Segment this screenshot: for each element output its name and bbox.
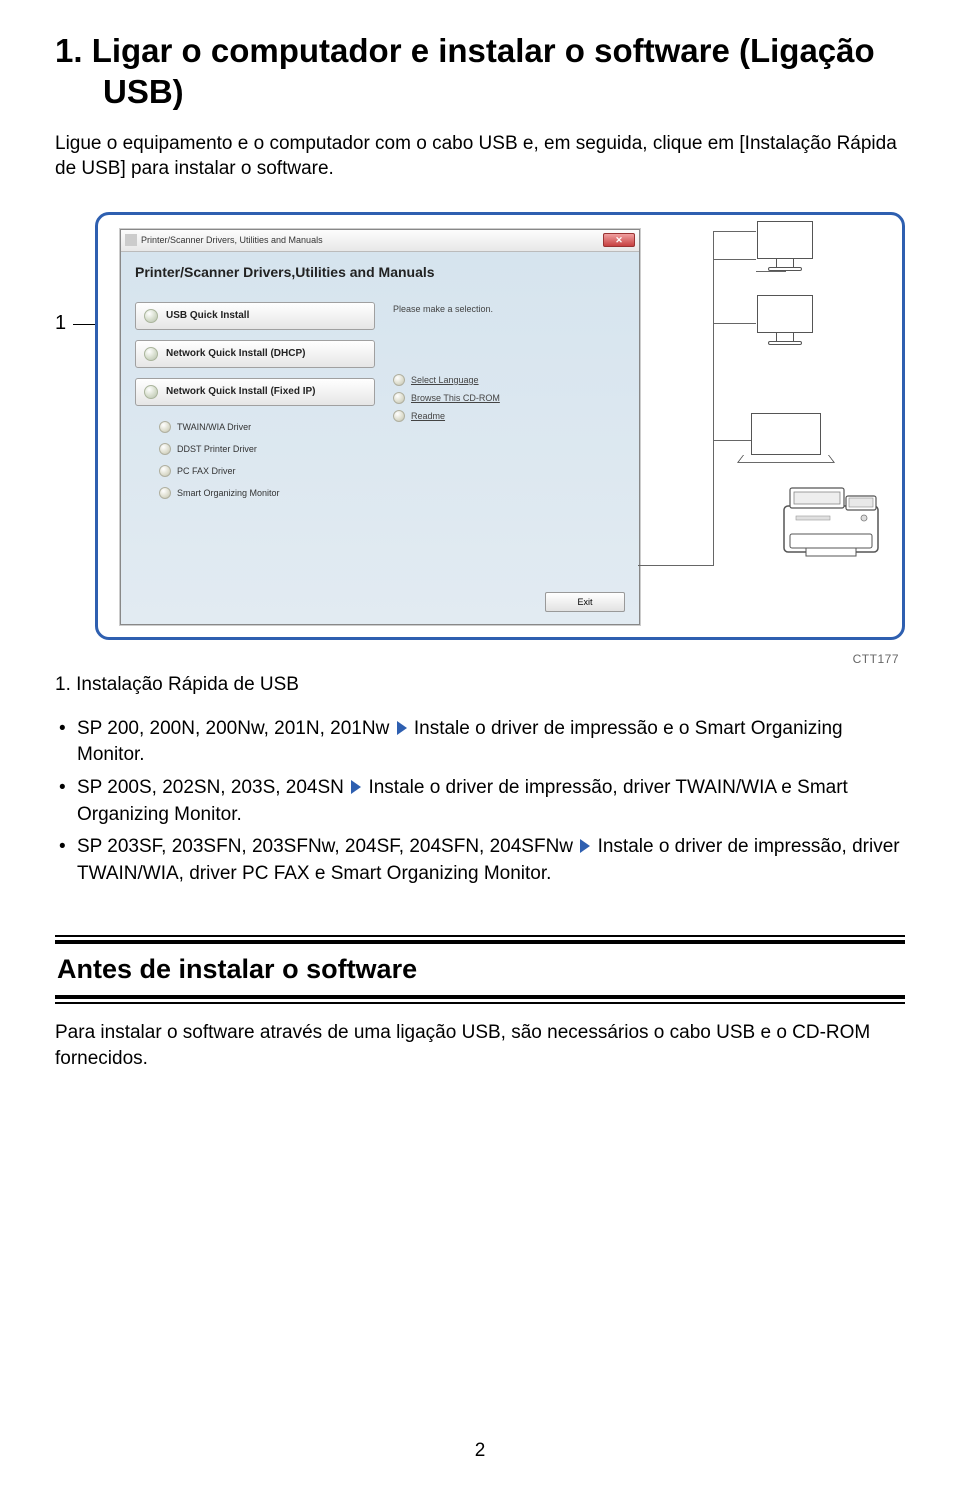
list-item[interactable]: PC FAX Driver: [135, 460, 375, 482]
bullet-icon: [159, 487, 171, 499]
close-icon[interactable]: ✕: [603, 233, 635, 247]
section-rule: Antes de instalar o software: [55, 935, 905, 1004]
arrow-icon: [351, 780, 361, 794]
window-titlebar: Printer/Scanner Drivers, Utilities and M…: [121, 230, 639, 252]
section-heading: Antes de instalar o software: [55, 954, 905, 985]
installer-window: Printer/Scanner Drivers, Utilities and M…: [120, 229, 640, 625]
button-network-dhcp[interactable]: Network Quick Install (DHCP): [135, 340, 375, 368]
laptop-icon: [742, 413, 830, 471]
button-label: USB Quick Install: [166, 310, 249, 321]
installer-right-column: Please make a selection. Select Language…: [393, 302, 625, 504]
diagram-branch: [638, 565, 714, 566]
link-label: Readme: [411, 411, 445, 421]
button-label: Network Quick Install (DHCP): [166, 348, 305, 359]
exit-button[interactable]: Exit: [545, 592, 625, 612]
list-item[interactable]: DDST Printer Driver: [135, 438, 375, 460]
models-text: SP 200, 200N, 200Nw, 201N, 201Nw: [77, 718, 389, 739]
printer-icon: [776, 478, 886, 563]
diagram-rail: [713, 231, 714, 565]
bullet-icon: [393, 410, 405, 422]
bullet-icon: [393, 392, 405, 404]
link-label: Select Language: [411, 375, 479, 385]
window-title: Printer/Scanner Drivers, Utilities and M…: [141, 235, 323, 245]
bullet-icon: [159, 421, 171, 433]
installer-left-column: USB Quick Install Network Quick Install …: [135, 302, 375, 504]
link-browse-cd[interactable]: Browse This CD-ROM: [393, 392, 625, 404]
list-item[interactable]: Smart Organizing Monitor: [135, 482, 375, 504]
item-label: PC FAX Driver: [177, 466, 236, 476]
item-label: Smart Organizing Monitor: [177, 488, 280, 498]
bullet-icon: [159, 465, 171, 477]
selection-note: Please make a selection.: [393, 304, 625, 314]
button-network-fixed[interactable]: Network Quick Install (Fixed IP): [135, 378, 375, 406]
page-heading: 1. Ligar o computador e instalar o softw…: [55, 30, 905, 113]
model-line: SP 200S, 202SN, 203S, 204SN Instale o dr…: [55, 775, 905, 828]
item-label: TWAIN/WIA Driver: [177, 422, 251, 432]
model-line: SP 203SF, 203SFN, 203SFNw, 204SF, 204SFN…: [55, 834, 905, 887]
page-number: 2: [0, 1440, 960, 1462]
monitor-icon: [754, 295, 816, 353]
bullet-icon: [159, 443, 171, 455]
button-usb-quick-install[interactable]: USB Quick Install: [135, 302, 375, 330]
monitor-icon: [754, 221, 816, 279]
figure-caption: 1. Instalação Rápida de USB: [55, 674, 905, 696]
link-readme[interactable]: Readme: [393, 410, 625, 422]
model-line: SP 200, 200N, 200Nw, 201N, 201Nw Instale…: [55, 716, 905, 769]
item-label: DDST Printer Driver: [177, 444, 257, 454]
app-icon: [125, 234, 137, 246]
link-select-language[interactable]: Select Language: [393, 374, 625, 386]
diagram-branch: [714, 323, 756, 324]
bullet-icon: [144, 309, 158, 323]
installer-body: Printer/Scanner Drivers,Utilities and Ma…: [121, 252, 639, 624]
arrow-icon: [397, 721, 407, 735]
models-text: SP 200S, 202SN, 203S, 204SN: [77, 777, 344, 798]
arrow-icon: [580, 839, 590, 853]
figure-reference: CTT177: [55, 652, 899, 666]
section-paragraph: Para instalar o software através de uma …: [55, 1020, 905, 1071]
link-label: Browse This CD-ROM: [411, 393, 500, 403]
bullet-icon: [144, 385, 158, 399]
driver-list: TWAIN/WIA Driver DDST Printer Driver PC …: [135, 416, 375, 504]
diagram-branch: [714, 231, 756, 232]
list-item[interactable]: TWAIN/WIA Driver: [135, 416, 375, 438]
models-text: SP 203SF, 203SFN, 203SFNw, 204SF, 204SFN…: [77, 836, 573, 857]
figure-frame: Printer/Scanner Drivers, Utilities and M…: [95, 212, 905, 640]
model-list: SP 200, 200N, 200Nw, 201N, 201Nw Instale…: [55, 716, 905, 888]
intro-paragraph: Ligue o equipamento e o computador com o…: [55, 131, 905, 182]
figure: 1 Printer/Scanner Drivers, Utilities and…: [55, 212, 905, 642]
bullet-icon: [393, 374, 405, 386]
button-label: Network Quick Install (Fixed IP): [166, 386, 315, 397]
diagram-branch: [714, 259, 756, 260]
bullet-icon: [144, 347, 158, 361]
callout-number: 1: [55, 312, 66, 335]
installer-title: Printer/Scanner Drivers,Utilities and Ma…: [135, 264, 625, 280]
